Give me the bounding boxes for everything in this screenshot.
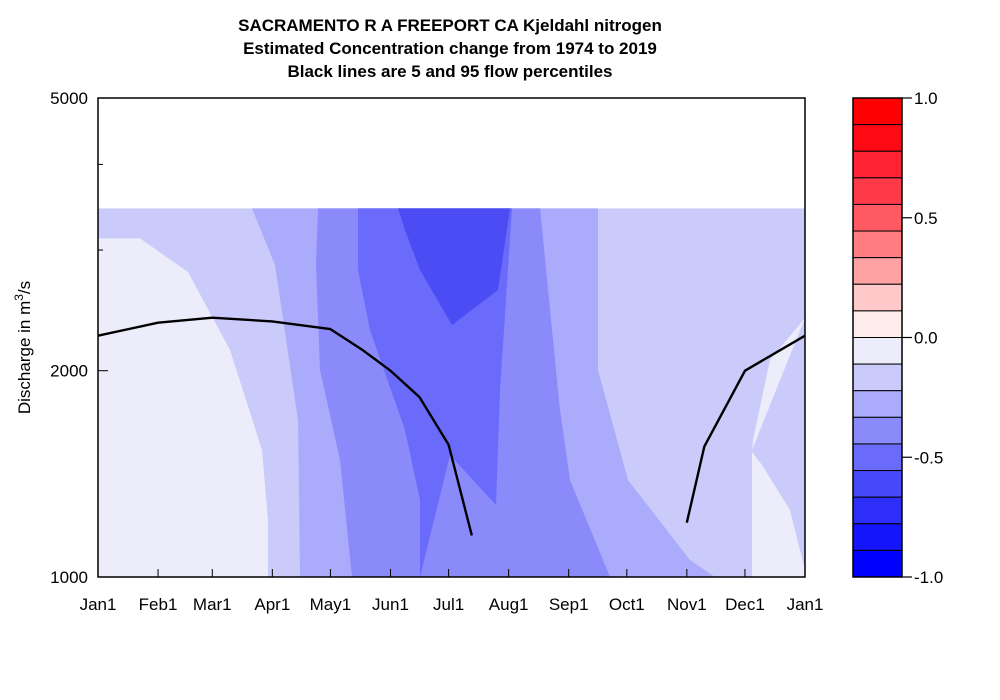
x-tick-label: Nov1: [667, 595, 707, 614]
colorbar-tick-label: 0.0: [914, 329, 938, 348]
flow-percentile-line-1: [97, 316, 473, 536]
y-axis: 1000 2000 5000: [50, 89, 108, 587]
contour-band-peak: [398, 208, 510, 325]
y-axis-label-main: Discharge in m: [15, 301, 34, 414]
chart-title-line-1: SACRAMENTO R A FREEPORT CA Kjeldahl nitr…: [238, 16, 662, 35]
x-tick-label: Apr1: [254, 595, 290, 614]
colorbar-tick-label: 0.5: [914, 209, 938, 228]
y-tick-label: 1000: [50, 568, 88, 587]
x-tick-label: May1: [310, 595, 352, 614]
colorbar: 1.0 0.5 0.0 -0.5 -1.0: [852, 89, 943, 587]
x-tick-label: Jan1: [80, 595, 117, 614]
contour-band-december-light: [752, 318, 805, 577]
colorbar-level: [852, 549, 903, 578]
colorbar-level: [852, 257, 903, 285]
colorbar-level: [852, 337, 903, 365]
x-axis: Jan1 Feb1 Mar1 Apr1 May1 Jun1 Jul1 Aug1 Sep1 Oct1…: [80, 569, 824, 614]
heatmap-contour-fills: [98, 208, 805, 577]
chart-title-line-2: Estimated Concentration change from 1974…: [243, 39, 657, 58]
plot-frame: [97, 97, 806, 578]
x-tick-label: Dec1: [725, 595, 765, 614]
x-tick-label: Jul1: [433, 595, 464, 614]
x-tick-label: Jan1: [787, 595, 824, 614]
colorbar-tick-label: -1.0: [914, 568, 943, 587]
y-axis-label-sup: 3: [12, 294, 26, 301]
colorbar-level: [852, 230, 903, 259]
y-tick-label: 5000: [50, 89, 88, 108]
colorbar-level: [852, 203, 903, 232]
y-tick-label: 2000: [50, 362, 88, 381]
x-tick-label: Feb1: [139, 595, 178, 614]
x-tick-label: Mar1: [193, 595, 232, 614]
colorbar-tick-label: 1.0: [914, 89, 938, 108]
chart-title-line-3: Black lines are 5 and 95 flow percentile…: [287, 62, 613, 81]
colorbar-level: [852, 496, 903, 525]
colorbar-tick-label: -0.5: [914, 448, 943, 467]
x-tick-label: Jun1: [372, 595, 409, 614]
x-tick-label: Sep1: [549, 595, 589, 614]
colorbar-level: [852, 416, 903, 445]
x-tick-label: Oct1: [609, 595, 645, 614]
y-axis-label: Discharge in m3/s: [12, 281, 34, 414]
y-axis-label-tail: /s: [15, 281, 34, 294]
flow-percentile-lines: [97, 316, 806, 536]
colorbar-level: [852, 470, 903, 498]
colorbar-level: [852, 150, 903, 179]
colorbar-level: [852, 363, 903, 392]
colorbar-level: [852, 443, 903, 472]
contour-band-winter-light: [98, 238, 268, 577]
colorbar-level: [852, 124, 903, 152]
colorbar-level: [852, 310, 903, 338]
x-tick-label: Aug1: [489, 595, 529, 614]
colorbar-level: [852, 283, 903, 312]
colorbar-level: [852, 97, 903, 126]
colorbar-level: [852, 177, 903, 205]
flow-percentile-line-2: [685, 334, 806, 523]
colorbar-level: [852, 523, 903, 551]
colorbar-level: [852, 390, 903, 418]
